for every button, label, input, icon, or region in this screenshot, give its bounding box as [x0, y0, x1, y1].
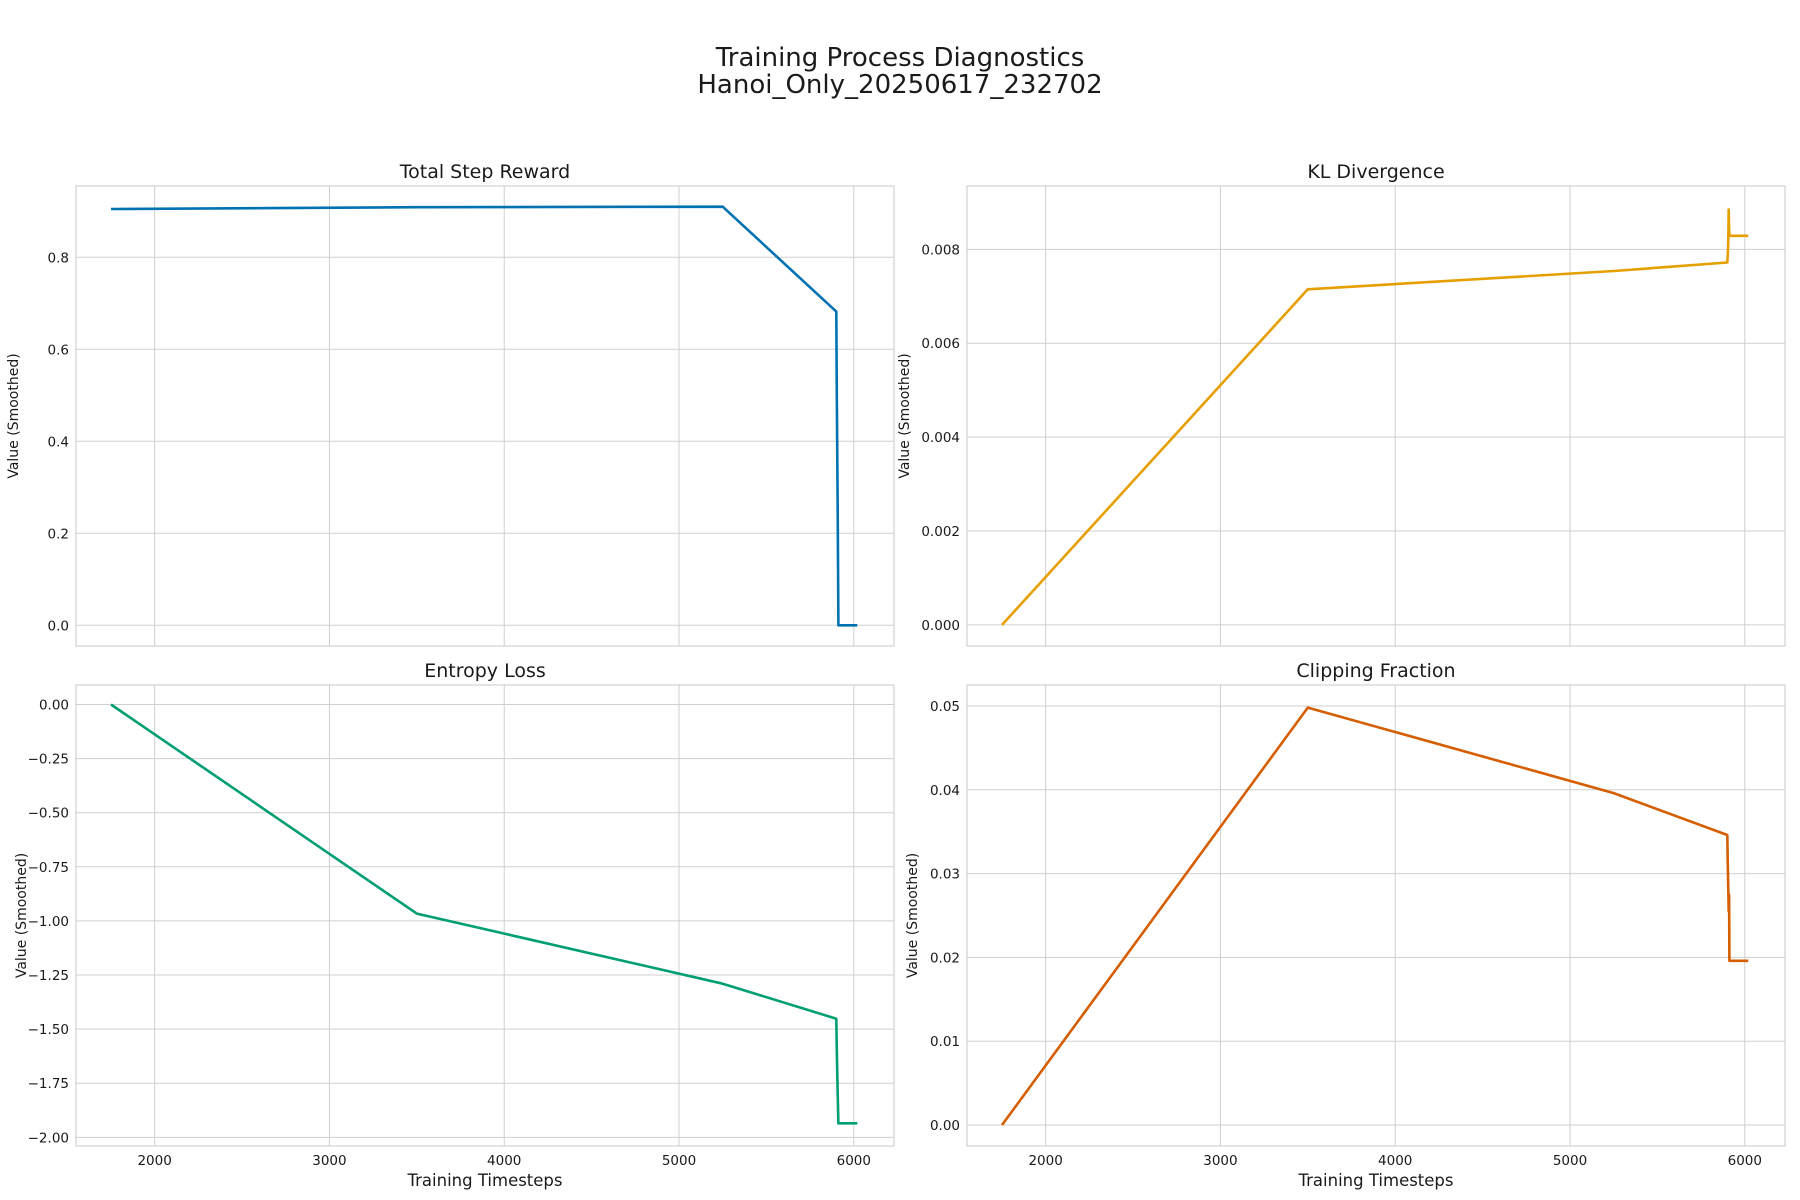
- total-step-reward-chart: 0.0 0.2 0.4 0.6 0.8 Total Step Reward Value (S…: [6, 161, 895, 647]
- clipping-fraction-ytick-label: 0.05: [930, 699, 960, 715]
- entropy-loss-ytick-label: 0.00: [39, 697, 69, 713]
- entropy-loss-ytick-label: −0.50: [28, 806, 69, 822]
- clipping-fraction-chart: 0.00 0.01 0.02 0.03 0.04 0.05 2000 3000 4000 5000…: [905, 660, 1786, 1190]
- entropy-loss-ytick-label: −2.00: [28, 1130, 69, 1146]
- entropy-loss-ytick-label: −1.25: [28, 968, 69, 984]
- clipping-fraction-xtick-label: 4000: [1378, 1153, 1412, 1169]
- clipping-fraction-xtick-label: 3000: [1203, 1153, 1237, 1169]
- figure-title-line1: Training Process Diagnostics: [715, 43, 1085, 73]
- entropy-loss-ytick-label: −0.25: [28, 752, 69, 768]
- kl-divergence-ytick-label: 0.000: [921, 618, 960, 634]
- entropy-loss-xtick-label: 4000: [487, 1153, 521, 1169]
- clipping-fraction-ylabel: Value (Smoothed): [905, 853, 921, 978]
- kl-divergence-chart: 0.000 0.002 0.004 0.006 0.008 KL Divergence Va…: [897, 161, 1786, 647]
- clipping-fraction-ytick-label: 0.00: [930, 1118, 960, 1134]
- total-step-reward-ytick-label: 0.4: [48, 434, 69, 450]
- subplot-grid: 0.0 0.2 0.4 0.6 0.8 Total Step Reward Value (S…: [6, 161, 1786, 1190]
- clipping-fraction-xtick-label: 5000: [1553, 1153, 1587, 1169]
- clipping-fraction-series-line: [1000, 706, 1749, 1126]
- total-step-reward-plot-frame: [75, 185, 895, 647]
- entropy-loss-chart: 0.00 −0.25 −0.50 −0.75 −1.00 −1.25 −1.50 −1.75 −…: [14, 660, 895, 1190]
- kl-divergence-ytick-label: 0.004: [921, 430, 960, 446]
- kl-divergence-ylabel: Value (Smoothed): [897, 353, 913, 478]
- entropy-loss-ytick-label: −0.75: [28, 860, 69, 876]
- clipping-fraction-xlabel: Training Timesteps: [1297, 1171, 1453, 1190]
- total-step-reward-series-line: [110, 205, 858, 627]
- entropy-loss-title: Entropy Loss: [424, 660, 546, 682]
- clipping-fraction-plot-frame: [966, 684, 1786, 1147]
- entropy-loss-series-line: [110, 703, 858, 1125]
- clipping-fraction-ytick-label: 0.01: [930, 1034, 960, 1050]
- entropy-loss-ytick-label: −1.00: [28, 914, 69, 930]
- entropy-loss-ytick-label: −1.75: [28, 1076, 69, 1092]
- kl-divergence-ytick-label: 0.002: [921, 524, 960, 540]
- clipping-fraction-ytick-label: 0.04: [930, 783, 960, 799]
- clipping-fraction-ytick-label: 0.02: [930, 950, 960, 966]
- clipping-fraction-xtick-label: 6000: [1728, 1153, 1762, 1169]
- entropy-loss-xtick-label: 5000: [662, 1153, 696, 1169]
- clipping-fraction-xtick-label: 2000: [1028, 1153, 1062, 1169]
- kl-divergence-ytick-label: 0.006: [921, 336, 960, 352]
- entropy-loss-ylabel: Value (Smoothed): [14, 853, 30, 978]
- entropy-loss-plot-frame: [75, 684, 895, 1147]
- total-step-reward-ylabel: Value (Smoothed): [6, 353, 22, 478]
- kl-divergence-title: KL Divergence: [1307, 161, 1444, 183]
- entropy-loss-xtick-label: 6000: [837, 1153, 871, 1169]
- entropy-loss-xlabel: Training Timesteps: [406, 1171, 562, 1190]
- clipping-fraction-ytick-label: 0.03: [930, 867, 960, 883]
- entropy-loss-ytick-label: −1.50: [28, 1022, 69, 1038]
- total-step-reward-ytick-label: 0.8: [48, 250, 69, 266]
- kl-divergence-ytick-label: 0.008: [921, 242, 960, 258]
- total-step-reward-ytick-label: 0.6: [48, 342, 69, 358]
- clipping-fraction-title: Clipping Fraction: [1296, 660, 1455, 682]
- total-step-reward-title: Total Step Reward: [399, 161, 570, 183]
- total-step-reward-ytick-label: 0.0: [48, 618, 69, 634]
- total-step-reward-ytick-label: 0.2: [48, 526, 69, 542]
- figure-title-line2: Hanoi_Only_20250617_232702: [697, 70, 1102, 100]
- kl-divergence-plot-frame: [966, 185, 1786, 647]
- entropy-loss-xtick-label: 2000: [137, 1153, 171, 1169]
- kl-divergence-series-line: [1001, 208, 1749, 626]
- entropy-loss-xtick-label: 3000: [312, 1153, 346, 1169]
